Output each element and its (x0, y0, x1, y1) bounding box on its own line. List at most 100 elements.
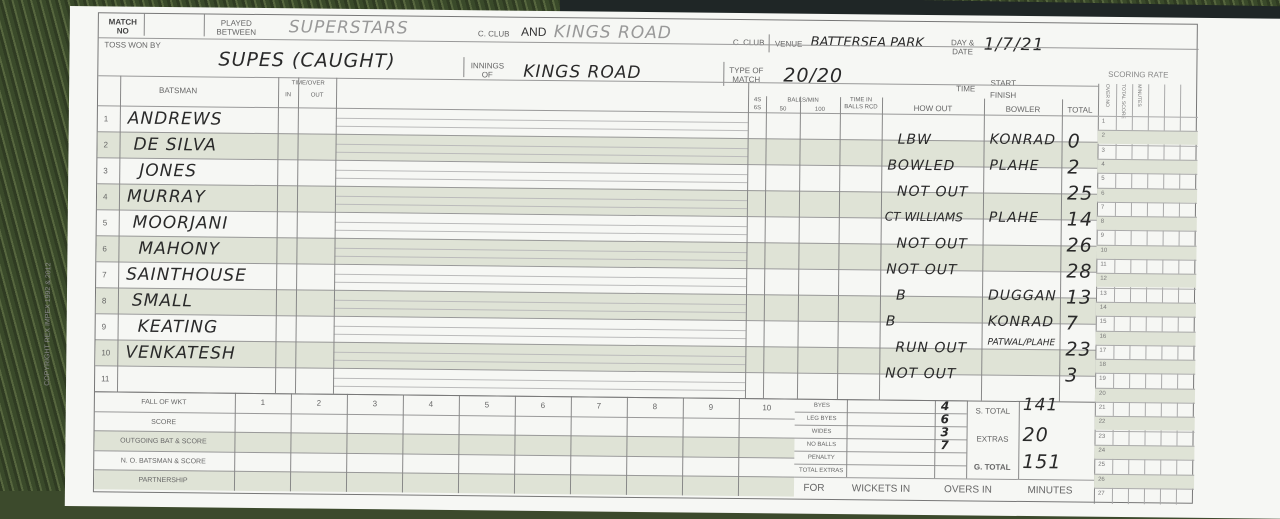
over-number: 23 (1098, 433, 1106, 440)
over-row (1096, 201, 1198, 217)
ball-line (333, 377, 746, 383)
over-row (1095, 287, 1197, 303)
team1-value: SUPERSTARS (288, 17, 409, 39)
ball-line (334, 273, 747, 279)
over-number: 21 (1098, 404, 1106, 411)
over-number: 14 (1099, 304, 1107, 311)
over-row (1096, 215, 1197, 231)
copyright-text: COPYRIGHT REX IMPEX 1992 & 2012 (44, 262, 53, 386)
batsman-number: 4 (102, 192, 108, 202)
how-out-value: LBW (897, 131, 932, 149)
wickets-in-label: WICKETS IN (851, 483, 911, 495)
over-number: 18 (1099, 361, 1107, 368)
match-no-label: MATCH NO (108, 17, 138, 36)
wicket-number: 1 (260, 398, 266, 408)
g-total-label: G. TOTAL (973, 462, 1011, 472)
ball-line (334, 221, 747, 227)
total-header: TOTAL (1067, 105, 1093, 115)
over-row (1097, 187, 1198, 203)
extras-label: BYES (813, 402, 830, 409)
extras-label: TOTAL EXTRAS (799, 467, 844, 475)
how-out-value: NOT OUT (885, 365, 957, 383)
bowler-value: PATWAL/PLAHE (987, 337, 1056, 349)
over-row (1094, 473, 1195, 489)
how-out-value: NOT OUT (897, 183, 969, 201)
ball-line (334, 229, 747, 236)
wicket-number: 9 (708, 402, 714, 412)
over-row (1094, 458, 1195, 474)
over-number: 5 (1101, 175, 1105, 183)
total-value: 26 (1066, 234, 1093, 257)
over-row (1095, 301, 1196, 317)
over-number: 8 (1100, 218, 1105, 225)
batsman-name: KEATING (137, 316, 219, 338)
over-row (1097, 172, 1198, 189)
g-total-value: 151 (1022, 450, 1062, 474)
out-header: OUT (310, 92, 324, 99)
divider (463, 57, 465, 78)
cclub-label: C. CLUB (477, 29, 510, 39)
over-number: 25 (1098, 461, 1105, 469)
over-row (1097, 144, 1198, 160)
wicket-number: 8 (652, 402, 658, 412)
time-label: TIME (956, 84, 976, 94)
batsman-number: 5 (102, 218, 108, 228)
in-header: IN (285, 92, 292, 99)
bowler-value: DUGGAN (987, 287, 1057, 305)
ball-line (334, 281, 747, 288)
over-row (1095, 358, 1196, 374)
total-value: 3 (1065, 364, 1079, 387)
time-in-balls-header: TIME IN BALLS RCD (844, 97, 878, 111)
how-out-header: HOW OUT (913, 103, 953, 114)
over-number: 7 (1100, 204, 1105, 211)
over-number: 27 (1097, 490, 1105, 497)
ball-line (334, 247, 747, 253)
batsman-number: 7 (102, 270, 107, 280)
extras-label: WIDES (811, 428, 832, 435)
over-row (1095, 373, 1196, 389)
batsman-name: SAINTHOUSE (126, 264, 247, 286)
total-value: 14 (1066, 208, 1094, 231)
scoring-rate-label: SCORING RATE (1108, 69, 1169, 80)
total-value: 2 (1067, 156, 1081, 179)
batsman-number: 10 (101, 348, 111, 358)
over-number: 2 (1101, 133, 1106, 140)
over-number: 3 (1101, 147, 1105, 154)
wicket-number: 2 (316, 398, 322, 408)
batsman-column-header: BATSMAN (159, 85, 198, 96)
total-value: 0 (1067, 130, 1081, 153)
cclub2-label: C. CLUB (732, 37, 765, 48)
team2-value: KINGS ROAD (553, 22, 673, 44)
fall-of-wkt-row-label: SCORE (151, 418, 177, 426)
scoring-rate-col-header: TOTAL SCORE (1119, 84, 1127, 119)
ball-line (333, 351, 746, 357)
how-out-value: RUN OUT (895, 339, 968, 357)
played-between-label: PLAYED BETWEEN (216, 18, 257, 37)
over-row (1094, 401, 1195, 417)
ball-line (333, 299, 746, 305)
over-row (1096, 258, 1197, 274)
and-label: AND (521, 24, 547, 39)
venue-value: BATTERSEA PARK (810, 34, 924, 51)
batsman-number: 2 (103, 140, 109, 150)
batsman-name: MAHONY (138, 238, 221, 260)
batsman-number: 1 (103, 114, 109, 124)
over-number: 20 (1098, 390, 1106, 397)
bowler-value: PLAHE (989, 157, 1040, 175)
ball-line (335, 125, 748, 132)
wicket-number: 3 (372, 399, 378, 409)
scorecard-sheet: COPYRIGHT REX IMPEX 1992 & 2012 MATCH NO… (44, 6, 1280, 519)
total-value: 7 (1065, 312, 1079, 335)
over-row (1096, 230, 1197, 246)
how-out-value: B (885, 313, 897, 330)
start-label: START (990, 78, 1017, 88)
fall-of-wkt-row-label: PARTNERSHIP (138, 476, 188, 485)
wicket-number: 10 (762, 403, 772, 413)
over-number: 1 (1101, 118, 1106, 125)
over-row (1094, 430, 1195, 446)
batsman-name: ANDREWS (127, 108, 223, 130)
batsman-name: MOORJANI (132, 212, 229, 234)
how-out-value: B (895, 287, 907, 304)
batsman-number: 8 (101, 296, 107, 306)
batsman-number: 6 (102, 244, 107, 254)
